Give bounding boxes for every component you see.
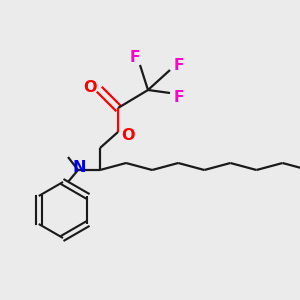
Text: O: O: [121, 128, 135, 142]
Text: F: F: [130, 50, 140, 65]
Text: F: F: [174, 89, 184, 104]
Text: O: O: [83, 80, 97, 94]
Text: N: N: [72, 160, 86, 175]
Text: F: F: [174, 58, 184, 73]
